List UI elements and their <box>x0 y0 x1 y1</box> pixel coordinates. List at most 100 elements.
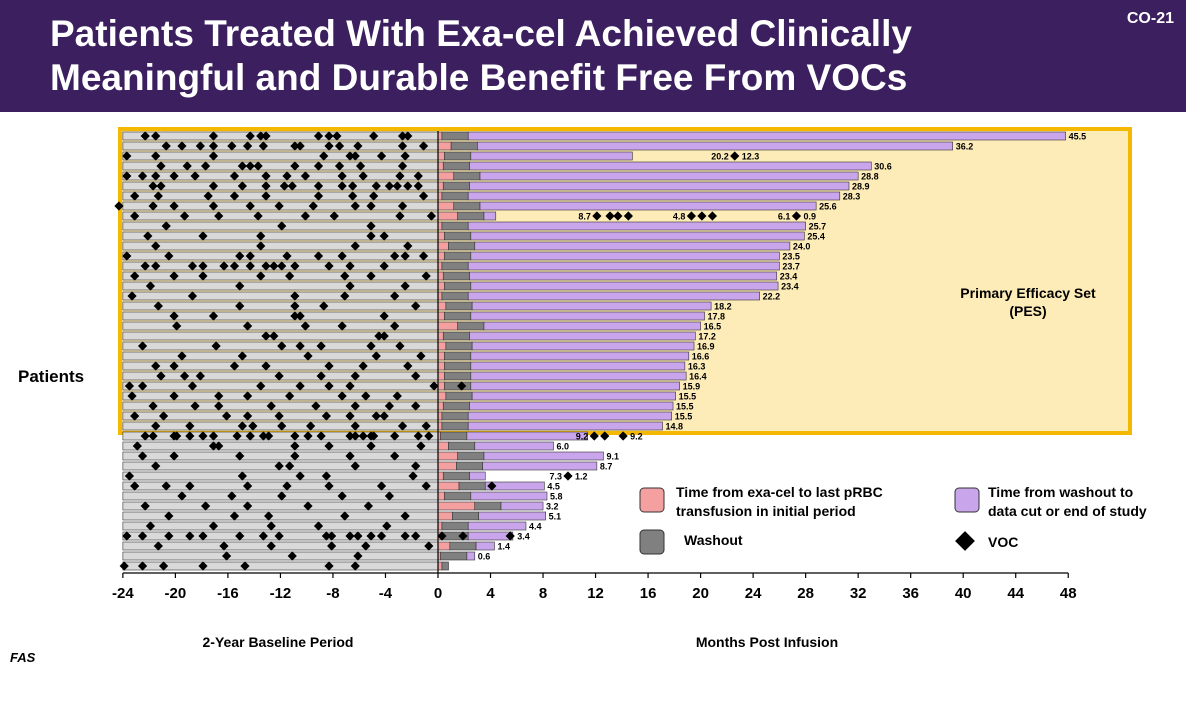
washout-bar <box>457 211 485 221</box>
voc-marker <box>366 441 376 451</box>
vocfree-duration-label: 28.8 <box>861 172 879 182</box>
voc-marker <box>397 131 408 141</box>
baseline-bar <box>122 151 439 161</box>
voc-marker <box>240 561 250 571</box>
voc-marker <box>400 281 410 291</box>
voc-marker <box>161 481 171 491</box>
legend-washout-swatch <box>639 529 665 555</box>
voc-marker <box>235 301 245 311</box>
voc-marker <box>285 391 295 401</box>
voc-marker <box>261 361 271 371</box>
legend-voc-label: VOC <box>988 534 1018 550</box>
x-tick-label: 12 <box>587 585 604 602</box>
transfusion-bar <box>437 491 445 501</box>
voc-marker <box>413 181 423 191</box>
washout-bar <box>449 541 477 551</box>
legend: Time from exa-cel to last pRBC transfusi… <box>639 484 1147 555</box>
voc-marker <box>172 431 182 441</box>
voc-marker <box>319 151 329 161</box>
voc-marker <box>426 211 437 221</box>
voc-marker <box>179 371 190 381</box>
baseline-bar <box>122 211 439 221</box>
voc-marker <box>416 351 426 361</box>
voc-marker <box>177 491 187 501</box>
vocfree-duration-label: 28.3 <box>843 192 861 202</box>
patient-row: 24.0 <box>122 241 810 252</box>
voc-marker <box>198 561 208 571</box>
voc-marker <box>416 441 426 451</box>
voc-marker <box>177 351 187 361</box>
transfusion-bar <box>437 301 447 311</box>
voc-marker <box>358 431 368 441</box>
x-tick-label: -24 <box>112 585 134 602</box>
voc-marker <box>200 161 211 171</box>
post-washout-bar <box>466 431 588 441</box>
voc-marker <box>613 211 623 221</box>
vocfree-duration-label: 23.5 <box>782 252 800 262</box>
voc-marker <box>124 471 135 481</box>
baseline-bar <box>122 551 439 561</box>
voc-marker <box>337 491 347 501</box>
voc-marker <box>229 361 240 371</box>
voc-marker <box>397 201 408 211</box>
gap-value-label: 9.2 <box>576 432 589 442</box>
voc-marker <box>261 181 271 191</box>
voc-marker <box>390 251 400 261</box>
voc-marker <box>379 411 389 421</box>
baseline-bar <box>122 331 439 341</box>
voc-marker <box>350 461 360 471</box>
voc-marker <box>429 381 439 391</box>
x-tick-label: 4 <box>486 585 495 602</box>
voc-marker <box>295 141 305 151</box>
x-tick-label: 0 <box>434 585 442 602</box>
voc-marker <box>290 161 300 171</box>
voc-marker <box>153 191 163 201</box>
voc-marker <box>253 211 263 221</box>
voc-marker <box>313 251 324 261</box>
voc-marker <box>274 461 284 471</box>
voc-marker <box>235 531 245 541</box>
baseline-bar <box>122 541 439 551</box>
voc-marker <box>243 141 253 151</box>
voc-marker <box>366 341 376 351</box>
voc-marker <box>361 391 371 401</box>
patient-row: 15.5 <box>122 401 694 412</box>
voc-marker <box>264 511 274 521</box>
voc-marker <box>424 541 434 551</box>
post-washout-bar <box>466 551 476 561</box>
legend-transfusion-label: Time from exa-cel to last pRBC transfusi… <box>676 484 887 519</box>
voc-marker <box>151 131 161 141</box>
post-washout-bar <box>483 211 497 221</box>
vocfree-duration-label: 14.8 <box>666 422 684 432</box>
voc-marker <box>137 381 148 391</box>
voc-marker <box>350 151 360 161</box>
voc-marker <box>366 231 376 241</box>
voc-marker <box>282 251 292 261</box>
voc-marker <box>353 141 363 151</box>
voc-marker <box>413 171 423 181</box>
voc-marker <box>245 201 255 211</box>
voc-marker <box>227 141 237 151</box>
patient-row: 9.1 <box>122 451 619 462</box>
slide-title: Patients Treated With Exa-cel Achieved C… <box>50 12 1050 100</box>
voc-marker <box>243 411 253 421</box>
transfusion-bar <box>437 251 445 261</box>
voc-marker <box>390 431 400 441</box>
patient-row: 16.4 <box>122 371 707 382</box>
patient-row: 8.7 <box>122 461 612 472</box>
vocfree-duration-label: 12.3 <box>742 152 760 162</box>
voc-marker <box>332 131 342 141</box>
x-tick-label: -20 <box>165 585 187 602</box>
washout-bar <box>442 401 470 411</box>
patient-row: 16.5 <box>122 321 721 332</box>
voc-marker <box>285 271 295 281</box>
voc-marker <box>161 221 171 231</box>
patient-row: 17.8 <box>122 311 725 322</box>
post-washout-bar <box>471 341 695 351</box>
transfusion-bar <box>437 201 455 211</box>
voc-marker <box>411 301 421 311</box>
voc-marker <box>316 371 326 381</box>
voc-marker <box>243 321 253 331</box>
voc-marker <box>195 371 205 381</box>
baseline-bar <box>122 131 439 141</box>
